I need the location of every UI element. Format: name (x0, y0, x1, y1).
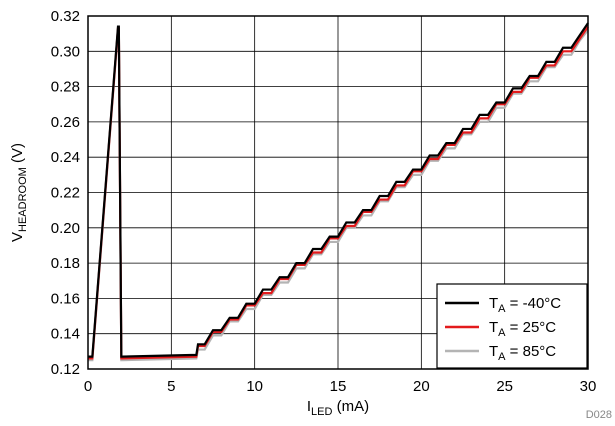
series-line (88, 22, 589, 358)
legend-label: TA = 85°C (489, 343, 556, 363)
y-axis-label-sub: HEADROOM (17, 167, 29, 232)
x-axis-label-sub: LED (311, 406, 332, 418)
x-axis-ticks: 0 5 10 15 20 25 30 (84, 378, 597, 395)
series-line (88, 29, 589, 362)
legend-label: TA = 25°C (489, 319, 556, 339)
y-tick-label: 0.12 (51, 361, 80, 378)
legend-label: TA = -40°C (489, 295, 561, 315)
x-axis-label-main: I (307, 398, 311, 415)
x-tick-label: 10 (246, 378, 263, 395)
y-tick-label: 0.26 (51, 114, 80, 131)
x-tick-label: 5 (167, 378, 175, 395)
y-axis-label-main: V (9, 232, 26, 242)
y-tick-label: 0.20 (51, 220, 80, 237)
y-tick-label: 0.22 (51, 185, 80, 202)
y-tick-label: 0.18 (51, 255, 80, 272)
y-tick-label: 0.14 (51, 326, 80, 343)
x-axis-label-unit: (mA) (332, 398, 369, 415)
figure-id: D028 (586, 409, 612, 421)
x-tick-label: 30 (580, 378, 597, 395)
y-axis-ticks: 0.12 0.14 0.16 0.18 0.20 0.22 0.24 0.26 0.28 0.30… (51, 8, 80, 378)
y-tick-label: 0.30 (51, 43, 80, 60)
y-tick-label: 0.32 (51, 8, 80, 25)
x-tick-label: 25 (496, 378, 513, 395)
legend: TA = -40°C TA = 25°C TA = 85°C (436, 283, 588, 369)
y-axis-label: VHEADROOM (V) (9, 143, 29, 242)
plot-frame (87, 15, 589, 370)
legend-items: TA = -40°C TA = 25°C TA = 85°C (445, 295, 561, 363)
x-tick-label: 15 (330, 378, 347, 395)
x-axis-label: ILED (mA) (307, 398, 369, 418)
y-axis-label-unit: (V) (9, 143, 26, 167)
x-tick-label: 20 (413, 378, 430, 395)
series-layer (88, 22, 589, 362)
y-tick-label: 0.16 (51, 290, 80, 307)
y-tick-label: 0.24 (51, 149, 80, 166)
x-tick-label: 0 (84, 378, 92, 395)
y-tick-label: 0.28 (51, 79, 80, 96)
